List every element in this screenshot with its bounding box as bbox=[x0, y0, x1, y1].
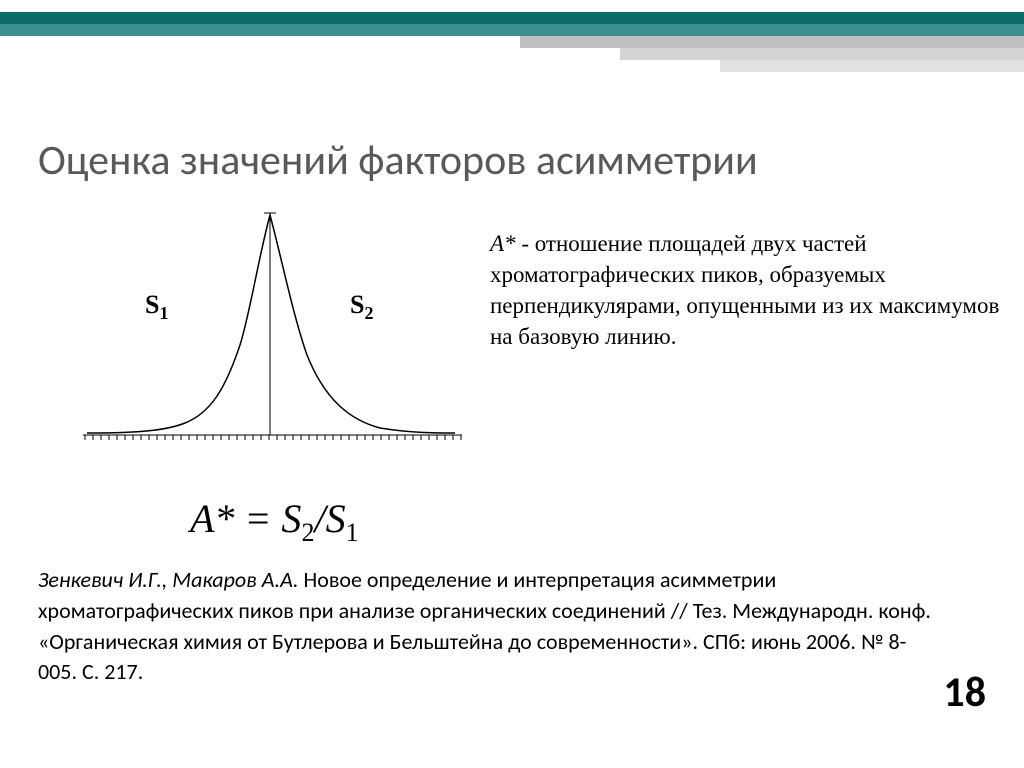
formula: A* = S2/S1 bbox=[190, 495, 359, 548]
page-number: 18 bbox=[943, 667, 986, 718]
s1-label: S1 bbox=[145, 290, 168, 324]
peak-chart: S1 S2 bbox=[75, 205, 470, 465]
definition-body: - отношение площадей двух частей хромато… bbox=[490, 231, 999, 349]
citation-authors: Зенкевич И.Г., Макаров А.А. bbox=[38, 566, 299, 593]
citation: Зенкевич И.Г., Макаров А.А. Новое опреде… bbox=[38, 565, 938, 688]
definition-text: A* - отношение площадей двух частей хром… bbox=[490, 228, 1020, 352]
peak-curve-svg bbox=[75, 205, 470, 465]
definition-a-symbol: A* bbox=[490, 231, 516, 256]
slide-title: Оценка значений факторов асимметрии bbox=[38, 135, 758, 186]
s2-label: S2 bbox=[350, 290, 373, 324]
